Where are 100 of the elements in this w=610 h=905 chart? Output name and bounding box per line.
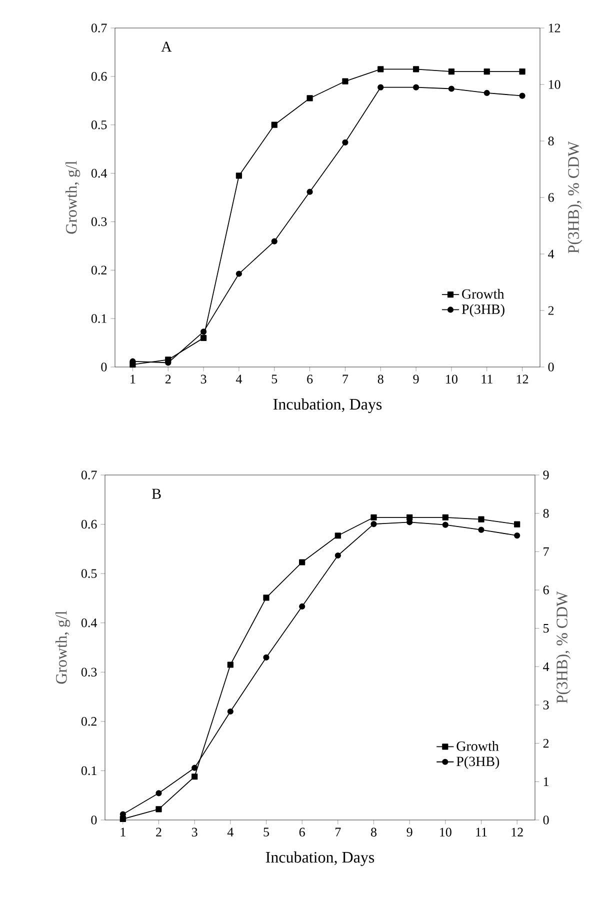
point — [227, 708, 234, 715]
x-tick-label: 1 — [120, 828, 126, 836]
x-tick-label: 3 — [200, 374, 206, 384]
point — [192, 764, 198, 771]
y-tick-label: 0.2 — [81, 717, 96, 726]
y2-tick-label: 8 — [548, 136, 554, 146]
y2-tick-label: 9 — [543, 470, 549, 480]
legend-label: Growth — [456, 741, 499, 751]
x-axis-title: Incubation, Days — [273, 398, 382, 413]
point — [334, 532, 341, 539]
point — [271, 122, 278, 128]
point — [342, 78, 348, 84]
y2-tick-label: 6 — [543, 586, 549, 594]
y2-tick-label: 5 — [544, 624, 549, 633]
x-tick-label: 9 — [406, 828, 412, 837]
x-tick-label: 8 — [370, 828, 376, 837]
y-tick-label: 0.1 — [91, 314, 106, 323]
y2-axis-title: P(3HB), % CDW — [568, 141, 582, 254]
y2-tick-label: 4 — [548, 250, 554, 258]
point — [448, 68, 455, 75]
y-tick-label: 0 — [101, 362, 107, 372]
y-tick-label: 0.3 — [81, 668, 97, 677]
y-tick-label: 0.6 — [91, 72, 107, 81]
point — [378, 66, 384, 72]
point — [236, 172, 242, 179]
y2-tick-label: 0 — [548, 362, 554, 372]
legend-label: P(3HB) — [456, 756, 500, 769]
point — [334, 552, 341, 559]
point — [514, 532, 520, 539]
point — [263, 654, 270, 661]
y2-axis-title: P(3HB), % CDW — [556, 591, 571, 704]
y2-tick-label: 12 — [548, 24, 560, 32]
y2-tick-label: 2 — [543, 739, 549, 748]
point — [236, 270, 242, 277]
point — [192, 774, 198, 780]
point — [227, 662, 234, 668]
x-tick-label: 2 — [165, 374, 171, 384]
point — [484, 90, 490, 96]
point — [156, 790, 162, 796]
y-tick-label: 0.4 — [91, 168, 107, 178]
point — [478, 526, 484, 533]
point — [299, 603, 306, 610]
legend-label: P(3HB) — [462, 304, 504, 317]
point — [514, 521, 520, 528]
y-tick-label: 0.4 — [81, 618, 97, 628]
y-tick-label: 0.1 — [81, 766, 96, 776]
x-tick-label: 11 — [482, 374, 492, 384]
point — [306, 188, 313, 195]
point — [156, 806, 162, 812]
x-tick-label: 4 — [227, 828, 234, 836]
x-tick-label: 12 — [516, 374, 528, 384]
y2-tick-label: 2 — [548, 306, 554, 315]
y-tick-label: 0 — [91, 816, 97, 824]
x-tick-label: 4 — [236, 374, 242, 384]
point — [263, 594, 270, 601]
point — [370, 514, 377, 520]
x-tick-label: 6 — [307, 374, 313, 384]
y2-tick-label: 4 — [543, 662, 550, 671]
point — [519, 92, 526, 99]
y2-tick-label: 8 — [543, 508, 549, 518]
y-tick-label: 0.2 — [91, 266, 106, 275]
point — [448, 86, 455, 92]
y2-tick-label: 3 — [543, 700, 549, 710]
point — [342, 139, 348, 146]
point — [370, 521, 377, 528]
y2-tick-label: 10 — [548, 80, 560, 89]
x-tick-label: 7 — [342, 374, 348, 384]
point — [271, 238, 278, 244]
point — [378, 84, 384, 90]
x-tick-label: 10 — [440, 828, 452, 837]
point — [200, 328, 207, 335]
y-tick-label: 0.5 — [81, 569, 97, 578]
text: B — [152, 488, 161, 499]
x-tick-label: 5 — [264, 828, 269, 836]
point — [200, 334, 207, 341]
x-tick-label: 8 — [378, 374, 384, 384]
x-tick-label: 12 — [512, 828, 523, 836]
x-tick-label: 7 — [336, 828, 341, 836]
x-tick-label: 11 — [476, 828, 487, 836]
point — [519, 68, 526, 75]
y2-tick-label: 6 — [548, 193, 554, 202]
x-tick-label: 6 — [299, 828, 305, 837]
point — [442, 522, 448, 528]
y-tick-label: 0.3 — [91, 217, 107, 226]
point — [484, 68, 490, 75]
y-tick-label: 0.6 — [81, 520, 97, 529]
y-tick-label: 0.5 — [91, 120, 107, 130]
point — [442, 514, 448, 520]
y-tick-label: 0.7 — [81, 470, 97, 480]
x-tick-label: 2 — [156, 828, 162, 836]
point — [412, 66, 420, 72]
y-tick-label: 0.7 — [91, 24, 107, 32]
y2-tick-label: 7 — [544, 547, 549, 556]
y-axis-title: Growth, g/l — [56, 610, 70, 684]
y-axis-title: Growth, g/l — [66, 160, 80, 234]
x-tick-label: 1 — [130, 374, 136, 384]
point — [478, 516, 484, 522]
text: A — [161, 42, 172, 52]
point — [299, 559, 306, 566]
point — [412, 84, 420, 90]
